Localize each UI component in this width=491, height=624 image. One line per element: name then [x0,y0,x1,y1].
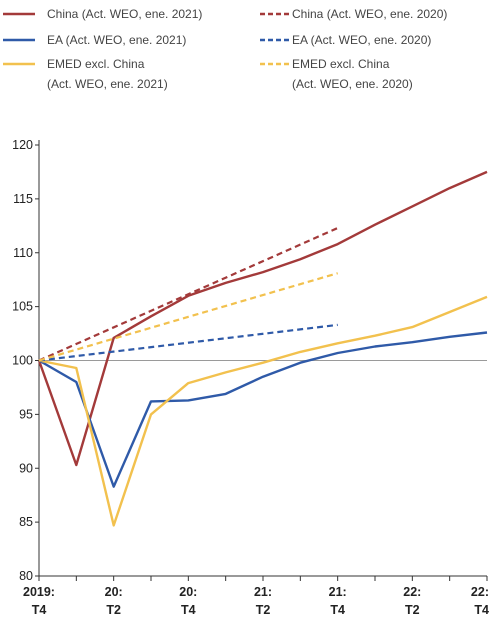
series-line-ea-act-weo-ene-2020 [38,323,338,362]
series-line-china-act-weo-ene-2020 [38,226,339,362]
y-tick-label: 120 [12,138,33,152]
y-tick-label: 95 [19,407,33,421]
y-tick-label: 115 [13,192,33,206]
x-tick-label: 21: T4 [329,585,347,617]
legend-label: EMED excl. China (Act. WEO, ene. 2020) [292,57,413,91]
y-tick-label: 105 [12,300,33,314]
x-tick-label: 20: T2 [105,585,123,617]
legend-label: EMED excl. China (Act. WEO, ene. 2021) [47,57,168,91]
series-line-emed-excl-china-act-weo-ene-2020 [38,272,339,362]
y-ticks: 80 85 90 95 100 105 110 115 120 [12,138,39,583]
x-tick-label: 2019: T4 [23,585,55,617]
series-lines [37,170,488,527]
y-tick-label: 80 [19,569,33,583]
x-tick-label: 22: T2 [403,585,421,617]
y-tick-label: 90 [19,461,33,475]
y-tick-label: 85 [19,515,33,529]
series-line-emed-excl-china-act-weo-ene-2021 [38,295,488,527]
legend-label: China (Act. WEO, ene. 2020) [292,7,447,21]
series-line-china-act-weo-ene-2021 [37,170,488,467]
x-tick-label: 21: T2 [254,585,272,617]
series-line-ea-act-weo-ene-2021 [38,331,488,488]
x-tick-label: 22: T4 [471,585,489,617]
x-tick-label: 20: T4 [179,585,197,617]
plot-area: 80 85 90 95 100 105 110 115 120 2019: T4 20: T2 20: T… [12,138,489,617]
y-tick-label: 100 [12,354,33,368]
legend-label: EA (Act. WEO, ene. 2021) [47,33,186,47]
y-tick-label: 110 [13,246,33,260]
x-ticks: 2019: T4 20: T2 20: T4 21: T2 21: T4 22: T2 22: T4 [23,576,489,617]
legend-label: China (Act. WEO, ene. 2021) [47,7,202,21]
legend: China (Act. WEO, ene. 2021) EA (Act. WEO,… [3,7,447,91]
legend-label: EA (Act. WEO, ene. 2020) [292,33,431,47]
